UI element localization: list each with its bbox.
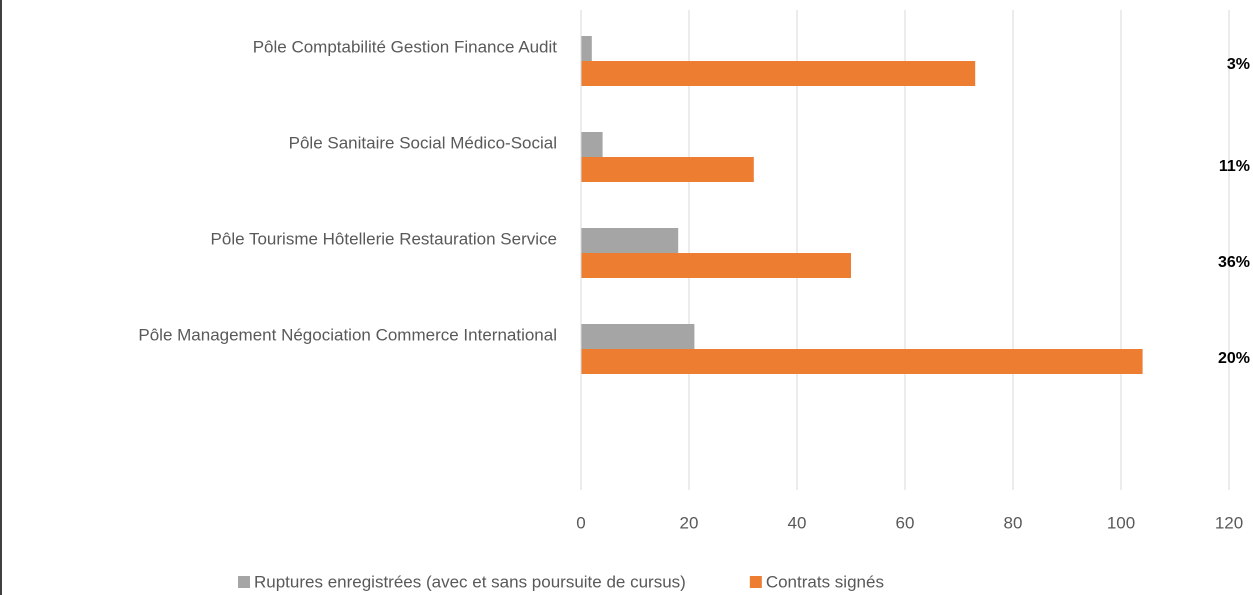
legend-label: Contrats signés [766, 572, 884, 591]
x-tick-label: 60 [896, 513, 915, 532]
x-tick-label: 100 [1107, 513, 1135, 532]
x-tick-label: 20 [680, 513, 699, 532]
legend-label: Ruptures enregistrées (avec et sans pour… [254, 572, 686, 591]
y-tick-label: Pôle Management Négociation Commerce Int… [138, 325, 557, 344]
legend-swatch [238, 576, 250, 588]
annotation: 20% [1218, 350, 1250, 367]
y-tick-label: Pôle Sanitaire Social Médico-Social [289, 133, 557, 152]
bar [581, 157, 754, 182]
annotation: 11% [1219, 158, 1250, 175]
y-tick-label: Pôle Comptabilité Gestion Finance Audit [253, 37, 558, 56]
bar [581, 132, 603, 157]
bar [581, 36, 592, 61]
bar [581, 349, 1143, 374]
x-tick-label: 80 [1004, 513, 1023, 532]
bar [581, 228, 679, 253]
legend-swatch [749, 576, 762, 588]
x-tick-label: 40 [788, 513, 807, 532]
bar [581, 253, 851, 278]
bar [581, 61, 976, 86]
annotation: 36% [1218, 254, 1250, 271]
x-tick-label: 0 [576, 513, 585, 532]
annotation: 3% [1227, 56, 1250, 73]
y-tick-label: Pôle Tourisme Hôtellerie Restauration Se… [211, 229, 557, 248]
x-tick-label: 120 [1215, 513, 1243, 532]
bar [581, 324, 695, 349]
